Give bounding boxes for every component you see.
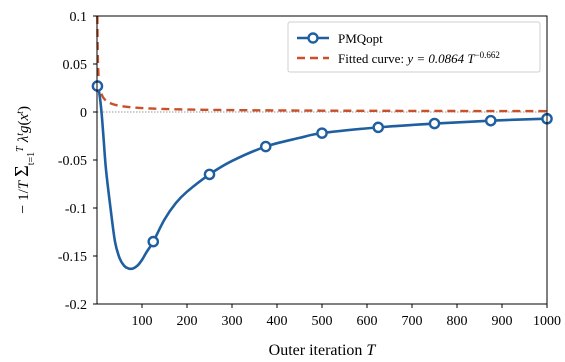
legend-fitted-curve-label: Fitted curve: y = 0.0864 T−0.662 [338,50,500,66]
y-tick-label: 0.05 [63,58,88,73]
x-tick-label: 300 [222,314,243,329]
legend-pmqopt-label: PMQopt [338,31,383,46]
y-axis-label-text: − 1/T Σt=1T λtg(xt) [11,106,37,214]
x-axis-label-text: Outer iteration [269,342,367,359]
y-axis-label: − 1/T Σt=1T λtg(xt) [11,106,37,214]
legend-fit-formula: y = 0.0864 T [405,51,475,66]
x-tick-label: 200 [177,314,198,329]
fitted-curve-line [96,15,548,113]
reference-lines [97,111,547,305]
legend-fit-exponent: −0.662 [475,50,500,60]
x-tick-label: 700 [402,314,423,329]
y-tick-label: 0.1 [70,10,88,25]
fitted-curve-series [96,15,548,113]
legend-box [287,21,541,73]
y-tick-label: -0.1 [65,202,87,217]
x-tick-label: 500 [312,314,333,329]
pmqopt-marker [259,140,272,153]
x-tick-label: 100 [132,314,153,329]
y-tick-label: -0.05 [58,154,87,169]
x-axis-ticks: 100 200 300 400 500 600 700 800 900 1000 [132,304,561,329]
legend: PMQopt Fitted curve: y = 0.0864 T−0.662 [287,21,541,73]
pmqopt-marker [203,168,216,181]
x-axis-label-var: T [366,342,376,359]
y-axis-ticks: 0.1 0.05 0 -0.05 -0.1 -0.15 -0.2 [58,10,97,313]
legend-pmqopt-marker [307,32,319,44]
legend-fit-prefix: Fitted curve: [338,51,407,66]
pmqopt-marker [372,121,385,134]
pmqopt-marker [316,127,328,139]
y-tick-label: -0.15 [58,250,87,265]
pmqopt-series [91,80,553,271]
pmqopt-line [96,85,548,271]
pmqopt-marker [147,235,160,248]
pmqopt-marker [484,114,497,127]
x-tick-label: 800 [447,314,468,329]
x-tick-label: 400 [267,314,288,329]
y-tick-label: -0.2 [65,298,87,313]
x-axis-label: Outer iteration T [269,342,377,359]
y-tick-label: 0 [80,106,87,121]
x-tick-label: 600 [357,314,378,329]
x-tick-label: 900 [492,314,513,329]
x-tick-label: 1000 [533,314,561,329]
pmqopt-marker [428,117,441,130]
